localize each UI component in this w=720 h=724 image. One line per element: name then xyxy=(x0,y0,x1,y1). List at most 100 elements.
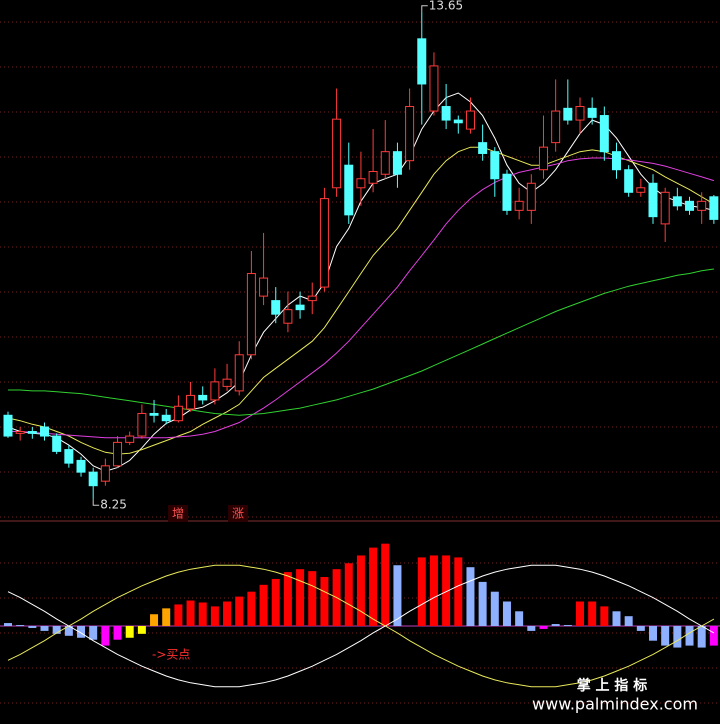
watermark-url: www.palmindex.com xyxy=(532,695,698,714)
candle-body xyxy=(64,449,74,464)
indicator-bar xyxy=(296,569,305,626)
indicator-bar xyxy=(563,625,572,626)
indicator-bar xyxy=(697,626,706,648)
candle-body xyxy=(624,169,634,193)
candle-body xyxy=(137,412,147,437)
candle-body xyxy=(709,196,719,220)
candle-body xyxy=(672,196,682,207)
indicator-bar xyxy=(344,563,353,626)
marker-box xyxy=(228,505,248,522)
low-label: 8.25 xyxy=(100,498,127,512)
candle-body xyxy=(186,394,196,410)
indicator-bar xyxy=(466,567,475,626)
watermark-title: 掌 上 指 标 xyxy=(577,677,648,694)
candle-body xyxy=(575,106,585,121)
marker-text: 增 xyxy=(172,507,184,521)
indicator-bar xyxy=(247,591,256,626)
indicator-bar xyxy=(89,626,98,640)
indicator-bar xyxy=(28,626,37,628)
indicator-bar xyxy=(210,606,219,626)
candle-body xyxy=(344,164,354,216)
candle-body xyxy=(563,107,573,121)
indicator-bar xyxy=(709,626,718,646)
candle-body xyxy=(465,110,475,130)
moving-average xyxy=(8,268,714,416)
candle-body xyxy=(599,115,609,153)
indicator-bar xyxy=(150,614,159,626)
indicator-bar xyxy=(271,578,280,626)
candle-body xyxy=(526,182,536,211)
indicator-bar xyxy=(223,601,232,626)
candle-body xyxy=(210,381,220,401)
candle-body xyxy=(478,142,488,154)
indicator-bar xyxy=(417,557,426,626)
candle-body xyxy=(514,200,524,211)
candle-body xyxy=(502,173,512,211)
indicator-bar xyxy=(454,557,463,626)
indicator-bar xyxy=(198,602,207,626)
candle-body xyxy=(648,182,658,218)
indicator-bar xyxy=(101,626,110,646)
indicator-bar xyxy=(381,543,390,626)
candle-body xyxy=(88,471,98,487)
indicator-bar xyxy=(174,604,183,626)
candle-body xyxy=(660,191,670,225)
indicator-bar xyxy=(588,601,597,626)
indicator-bar xyxy=(539,626,548,629)
indicator-bar xyxy=(490,591,499,626)
indicator-bar xyxy=(162,608,171,626)
indicator-bar xyxy=(673,626,682,648)
indicator-bar xyxy=(16,625,25,626)
candle-body xyxy=(612,151,621,171)
candle-body xyxy=(405,106,415,162)
candle-body xyxy=(295,304,305,311)
oscillator-curve xyxy=(7,564,715,688)
candle-body xyxy=(76,459,86,473)
candle-body xyxy=(222,378,232,387)
candle-body xyxy=(40,426,50,437)
indicator-bar xyxy=(137,626,146,634)
indicator-bar xyxy=(442,555,451,626)
indicator-bar xyxy=(624,616,633,626)
candle-body xyxy=(587,107,597,118)
indicator-bar xyxy=(551,624,560,626)
oscillator-curve xyxy=(7,564,715,688)
candle-body xyxy=(697,200,707,211)
candle-body xyxy=(198,394,208,401)
indicator-bar xyxy=(320,577,329,626)
candle-body xyxy=(161,414,171,422)
indicator-bar xyxy=(661,626,670,646)
candle-body xyxy=(319,198,329,288)
indicator-bar xyxy=(113,626,122,640)
indicator-bar xyxy=(636,626,645,631)
indicator-bar xyxy=(40,626,49,631)
candle-body xyxy=(392,151,402,175)
candle-body xyxy=(332,118,342,189)
indicator-bar xyxy=(186,600,195,626)
indicator-bar xyxy=(612,611,621,626)
candle-body xyxy=(15,431,25,434)
indicator-bar xyxy=(429,555,438,626)
label-leader xyxy=(92,499,100,506)
candle-body xyxy=(636,187,646,193)
candle-body xyxy=(453,119,463,124)
moving-average xyxy=(7,146,715,455)
candle-body xyxy=(259,277,269,297)
indicator-bar xyxy=(502,601,511,626)
candle-body xyxy=(490,151,500,180)
indicator-bar xyxy=(685,626,694,646)
indicator-bar xyxy=(369,547,378,626)
indicator-bar xyxy=(649,626,658,641)
indicator-bar xyxy=(64,626,73,636)
candle-body xyxy=(429,65,439,112)
candle-body xyxy=(551,110,561,144)
candle-body xyxy=(52,435,62,452)
indicator-bar xyxy=(527,626,536,631)
candle-body xyxy=(149,412,159,416)
indicator-bar xyxy=(600,606,609,626)
marker-box xyxy=(168,505,188,522)
indicator-bar xyxy=(283,572,292,626)
candle-body xyxy=(283,309,293,324)
